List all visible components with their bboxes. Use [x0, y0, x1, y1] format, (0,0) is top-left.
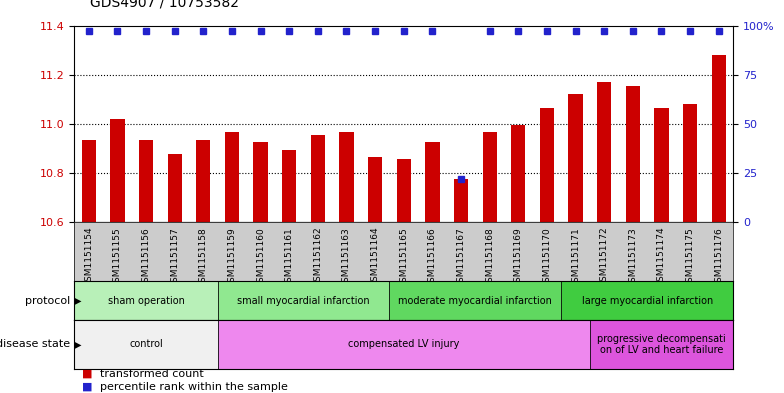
Bar	[139, 140, 153, 222]
Text: GSM1151169: GSM1151169	[514, 227, 523, 288]
Text: compensated LV injury: compensated LV injury	[348, 340, 459, 349]
Bar	[253, 142, 268, 222]
Bar	[74, 320, 218, 369]
Text: GSM1151175: GSM1151175	[685, 227, 695, 288]
Text: sham operation: sham operation	[107, 296, 184, 306]
Text: GSM1151158: GSM1151158	[199, 227, 208, 288]
Bar	[683, 104, 697, 222]
Bar	[561, 281, 733, 320]
Text: GSM1151165: GSM1151165	[399, 227, 408, 288]
Text: disease state: disease state	[0, 340, 71, 349]
Bar	[626, 86, 640, 222]
Bar	[196, 140, 210, 222]
Text: GSM1151170: GSM1151170	[543, 227, 551, 288]
Text: GSM1151173: GSM1151173	[628, 227, 637, 288]
Text: GSM1151176: GSM1151176	[714, 227, 723, 288]
Text: GSM1151156: GSM1151156	[142, 227, 151, 288]
Bar	[482, 132, 497, 222]
Text: GSM1151168: GSM1151168	[485, 227, 494, 288]
Text: GSM1151166: GSM1151166	[428, 227, 437, 288]
Text: control: control	[129, 340, 163, 349]
Text: GSM1151163: GSM1151163	[342, 227, 351, 288]
Text: moderate myocardial infarction: moderate myocardial infarction	[398, 296, 552, 306]
Bar	[74, 281, 218, 320]
Bar	[568, 94, 583, 222]
Bar	[310, 135, 325, 222]
Text: GSM1151172: GSM1151172	[600, 227, 608, 287]
Text: large myocardial infarction: large myocardial infarction	[582, 296, 713, 306]
Text: ■: ■	[82, 382, 93, 392]
Text: GSM1151171: GSM1151171	[571, 227, 580, 288]
Bar	[111, 119, 125, 222]
Bar	[590, 320, 733, 369]
Bar	[390, 281, 561, 320]
Text: GSM1151154: GSM1151154	[85, 227, 93, 287]
Text: GSM1151174: GSM1151174	[657, 227, 666, 287]
Text: GSM1151157: GSM1151157	[170, 227, 180, 288]
Text: GSM1151161: GSM1151161	[285, 227, 294, 288]
Text: GSM1151162: GSM1151162	[314, 227, 322, 287]
Text: GSM1151164: GSM1151164	[371, 227, 379, 287]
Bar	[454, 179, 468, 222]
Text: GSM1151155: GSM1151155	[113, 227, 122, 288]
Bar	[218, 281, 390, 320]
Text: small myocardial infarction: small myocardial infarction	[238, 296, 370, 306]
Text: ■: ■	[82, 369, 93, 379]
Bar	[168, 154, 182, 222]
Bar	[597, 82, 612, 222]
Bar	[425, 142, 440, 222]
Bar	[397, 160, 411, 222]
Text: protocol: protocol	[25, 296, 71, 306]
Text: percentile rank within the sample: percentile rank within the sample	[100, 382, 288, 392]
Text: GSM1151159: GSM1151159	[227, 227, 237, 288]
Bar	[282, 150, 296, 222]
Bar	[655, 108, 669, 222]
Bar	[225, 132, 239, 222]
Bar	[712, 55, 726, 222]
Bar	[82, 140, 96, 222]
Text: GSM1151167: GSM1151167	[456, 227, 466, 288]
Text: transformed count: transformed count	[100, 369, 203, 379]
Text: ▶: ▶	[74, 296, 82, 306]
Text: GDS4907 / 10753582: GDS4907 / 10753582	[90, 0, 239, 10]
Bar	[511, 125, 525, 222]
Text: progressive decompensati
on of LV and heart failure: progressive decompensati on of LV and he…	[597, 334, 726, 355]
Bar	[218, 320, 590, 369]
Bar	[339, 132, 354, 222]
Bar	[539, 108, 554, 222]
Text: ▶: ▶	[74, 340, 82, 349]
Text: GSM1151160: GSM1151160	[256, 227, 265, 288]
Bar	[368, 157, 383, 222]
